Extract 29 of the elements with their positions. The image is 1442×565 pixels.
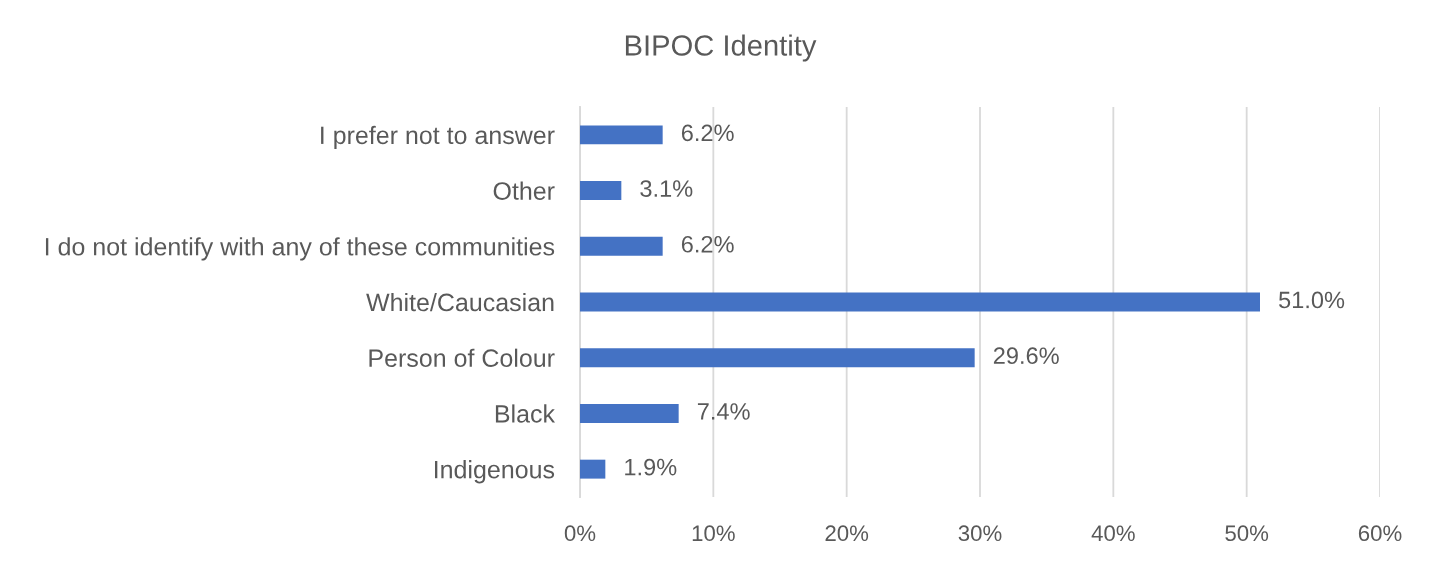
x-tick-label: 0% (564, 525, 596, 542)
bar (580, 125, 663, 145)
chart-title: BIPOC Identity (625, 34, 817, 62)
y-tick-label: I do not identify with any of these communities (45, 237, 555, 261)
bar (580, 348, 975, 368)
bar (580, 292, 1260, 312)
y-tick-label: Person of Colour (369, 348, 555, 368)
x-tick-label: 20% (825, 525, 869, 542)
bar (580, 236, 663, 256)
data-label: 6.2% (681, 235, 734, 253)
data-label: 7.4% (697, 403, 750, 420)
y-tick-label: Black (495, 404, 556, 423)
bar (580, 403, 679, 423)
y-tick-label: Indigenous (434, 460, 555, 484)
bar (580, 459, 606, 479)
data-label: 29.6% (993, 347, 1059, 365)
bar (580, 181, 622, 201)
x-tick-label: 50% (1225, 525, 1269, 542)
x-tick-label: 40% (1091, 525, 1135, 542)
data-label: 3.1% (640, 180, 693, 197)
x-tick-label: 10% (692, 525, 735, 542)
y-tick-label: Other (493, 181, 555, 200)
y-tick-label: I prefer not to answer (321, 125, 555, 150)
y-tick-label: White/Caucasian (366, 292, 554, 312)
data-label: 51.0% (1279, 291, 1345, 309)
x-tick-label: 30% (958, 525, 1002, 542)
data-label: 1.9% (625, 458, 677, 476)
x-tick-label: 60% (1358, 525, 1402, 542)
data-label: 6.2% (681, 124, 734, 142)
